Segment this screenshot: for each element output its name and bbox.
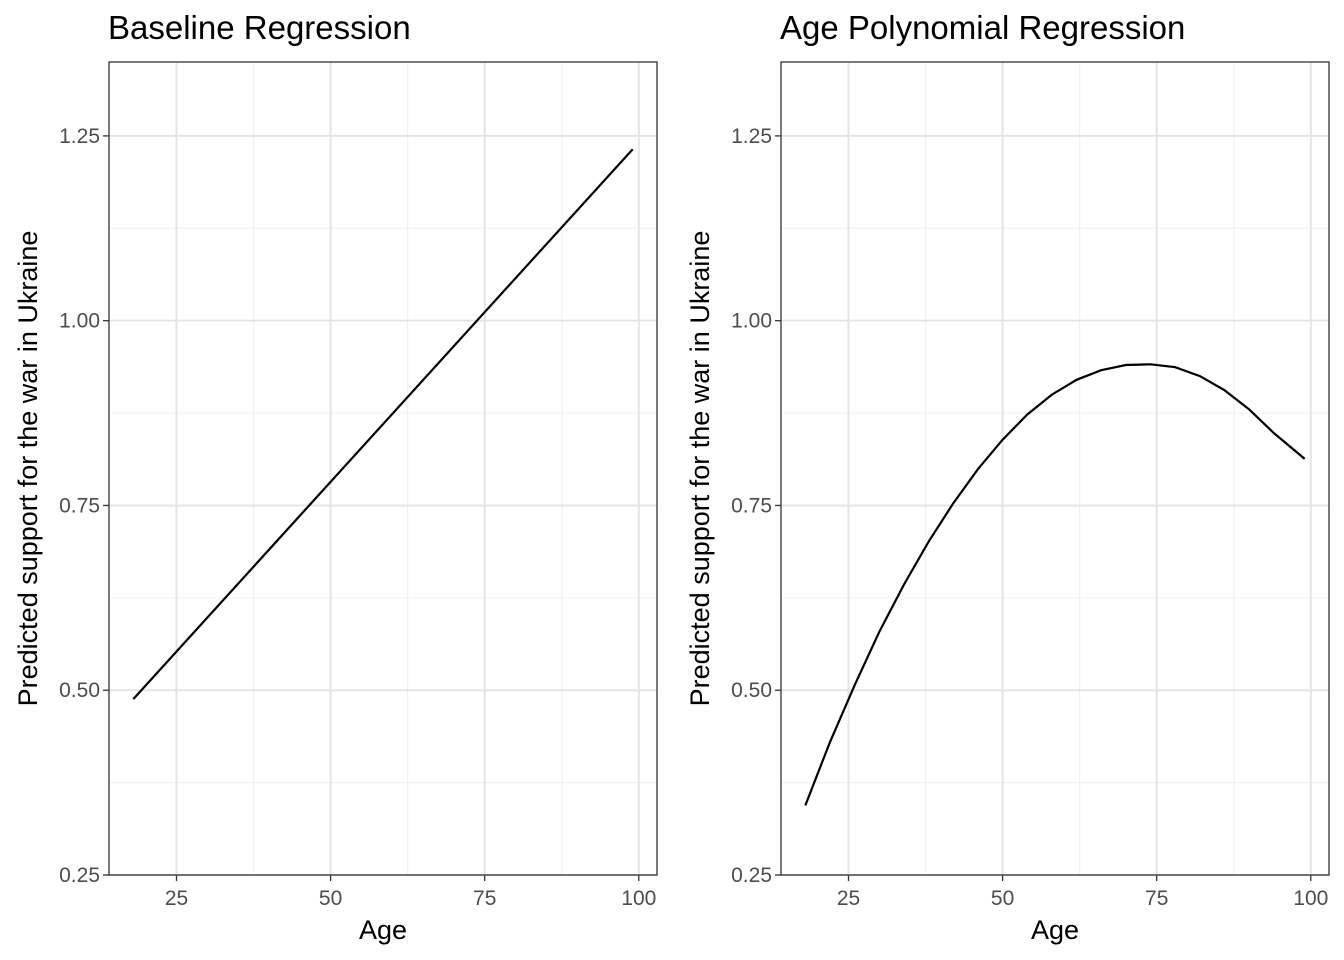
x-tick-label: 100 — [1293, 887, 1328, 910]
y-tick-label: 0.75 — [59, 494, 100, 517]
y-tick-label: 1.25 — [731, 125, 772, 148]
y-tick-label: 0.50 — [59, 679, 100, 702]
chart-panel-1: 25 50 75 100 0.25 0.50 0.75 1.00 1.25 Baseline Re… — [13, 9, 658, 945]
series-line-1 — [804, 363, 1306, 806]
y-axis-title: Predicted support for the war in Ukraine — [13, 231, 43, 707]
x-axis-title: Age — [359, 915, 407, 945]
chart-panel-2: 25 50 75 100 0.25 0.50 0.75 1.00 1.25 Age Polynom… — [685, 9, 1330, 945]
x-tick-label: 50 — [991, 887, 1014, 910]
y-tick-label: 1.00 — [731, 310, 772, 333]
y-tick-label: 1.25 — [59, 125, 100, 148]
y-tick-label: 0.25 — [59, 864, 100, 887]
x-tick-label: 75 — [473, 887, 496, 910]
series-line-1 — [132, 148, 634, 700]
x-tick-label: 25 — [165, 887, 188, 910]
panel-border — [108, 61, 658, 876]
x-tick-label: 25 — [837, 887, 860, 910]
x-tick-label: 100 — [621, 887, 656, 910]
y-tick-label: 0.50 — [731, 679, 772, 702]
panel-border — [780, 61, 1330, 876]
y-tick-label: 0.75 — [731, 494, 772, 517]
y-tick-label: 1.00 — [59, 310, 100, 333]
y-axis-title: Predicted support for the war in Ukraine — [685, 231, 715, 707]
x-axis-title: Age — [1031, 915, 1079, 945]
x-tick-label: 50 — [319, 887, 342, 910]
x-tick-label: 75 — [1145, 887, 1168, 910]
chart-title: Baseline Regression — [108, 9, 411, 46]
chart-title: Age Polynomial Regression — [780, 9, 1185, 46]
y-tick-label: 0.25 — [731, 864, 772, 887]
